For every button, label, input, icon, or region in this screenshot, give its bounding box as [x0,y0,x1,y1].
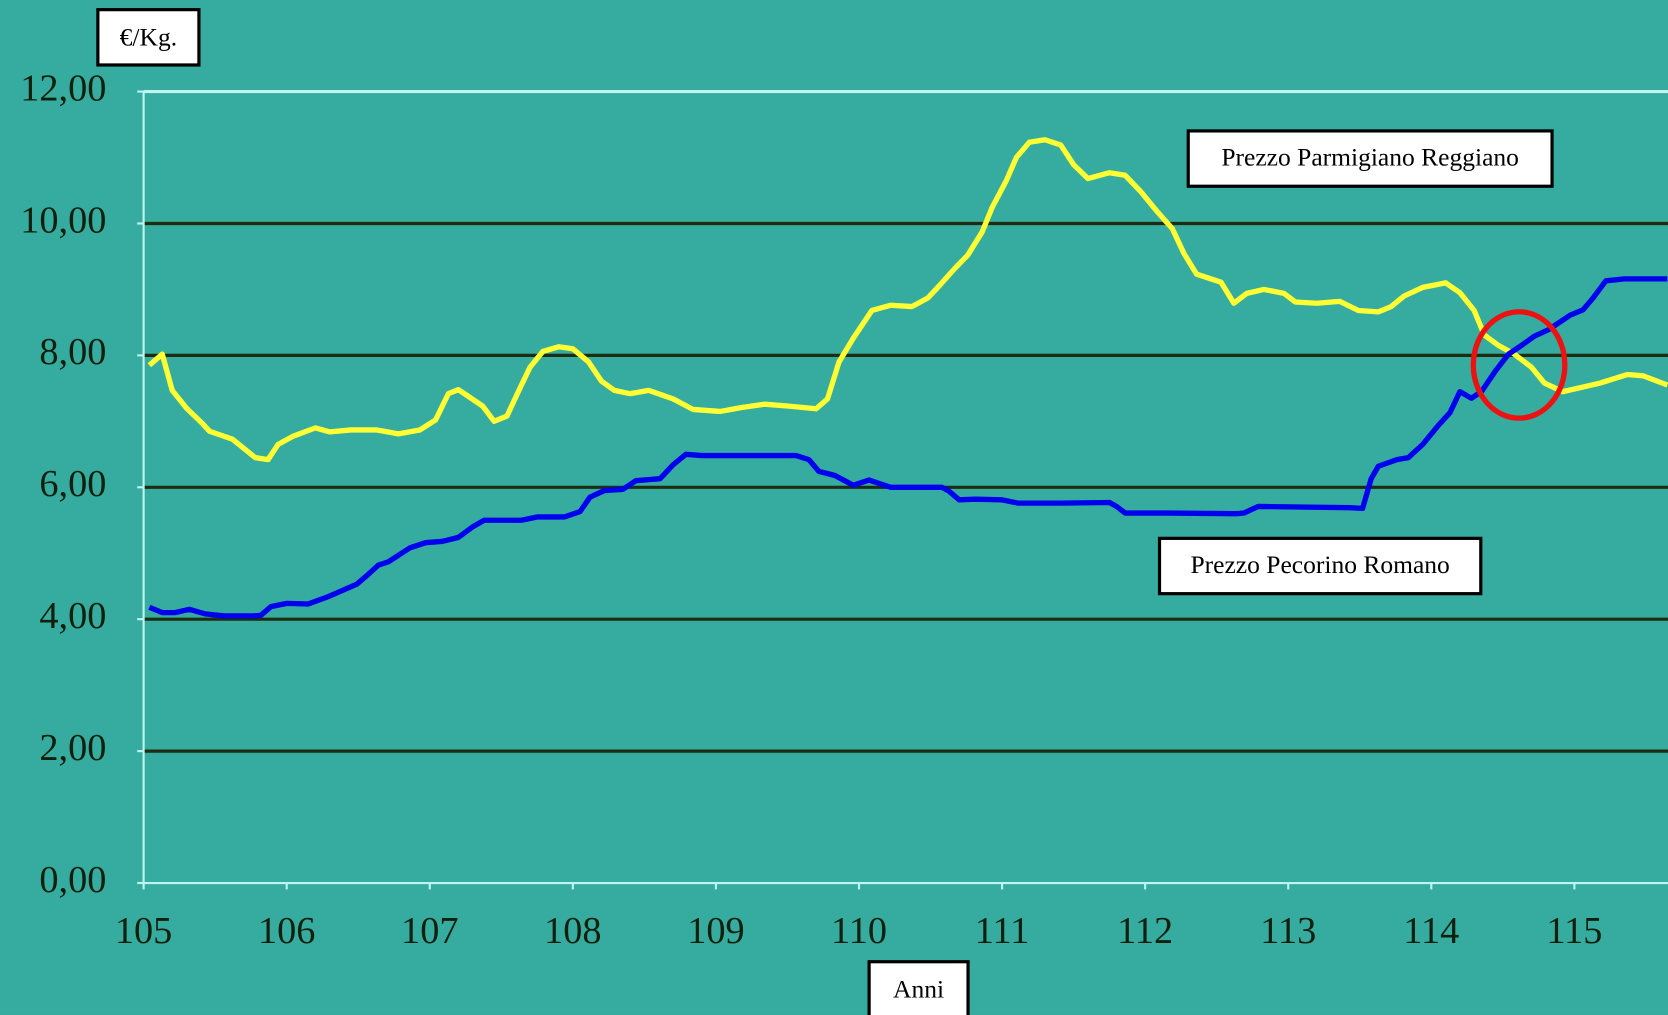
x-axis-label: Anni [893,974,944,1003]
x-tick-label: 113 [1260,910,1316,952]
highlight-circle [1470,309,1568,421]
y-tick-label: 0,00 [39,859,106,901]
x-tick-label: 105 [115,910,172,952]
series-label-box [1186,129,1554,188]
series-line [147,137,1668,463]
x-tick-label: 112 [1117,910,1173,952]
lines [147,137,1668,619]
x-tick-label: 109 [687,910,744,952]
x-tick-label: 110 [831,910,887,952]
x-tick-label: 108 [544,910,601,952]
x-tick-label: 115 [1546,910,1602,952]
y-tick-label: 10,00 [20,199,106,241]
x-tick-label: 106 [258,910,315,952]
series-label: Prezzo Pecorino Romano [1190,550,1449,579]
y-label-box [96,8,201,67]
y-tick-label: 2,00 [39,727,106,769]
x-tick-label: 114 [1403,910,1459,952]
y-axis-label: €/Kg. [120,22,177,51]
x-tick-label: 111 [975,910,1030,952]
y-tick-label: 8,00 [39,331,106,373]
ticks: 0,00 2,00 4,00 6,00 8,00 10,00 12,00 105 106 107 1… [20,67,1602,952]
y-tick-label: 12,00 [20,67,106,109]
x-tick-label: 107 [401,910,458,952]
y-tick-label: 4,00 [39,595,106,637]
x-label-box [867,960,970,1015]
series-label-box [1157,536,1483,596]
series-label: Prezzo Parmigiano Reggiano [1221,143,1519,172]
series-line [148,276,1668,619]
y-tick-label: 6,00 [39,463,106,505]
